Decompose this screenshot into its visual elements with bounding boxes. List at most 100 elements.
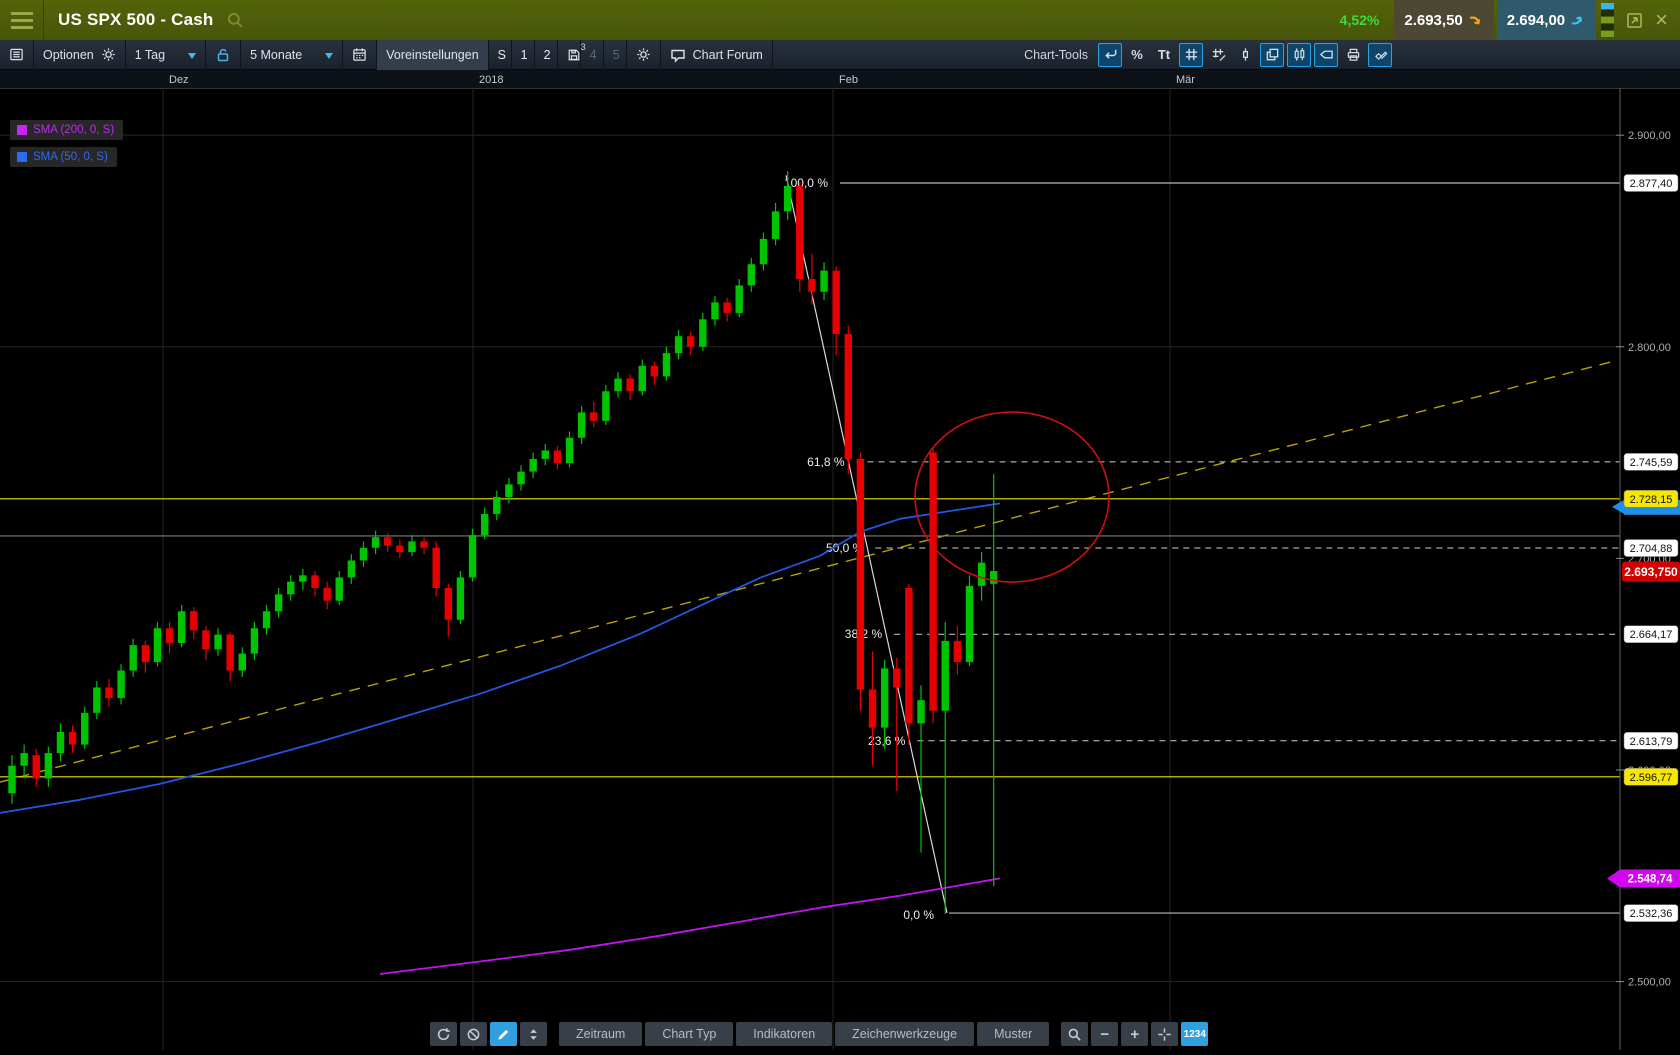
sma200-axis-marker-body <box>1620 869 1680 888</box>
candle-body <box>638 365 646 392</box>
preset-save-slot-3[interactable]: 3 <box>558 39 586 70</box>
preset-slot-5[interactable]: 5 <box>604 39 627 70</box>
grid-edit-button[interactable] <box>1206 43 1230 67</box>
candle-body <box>723 302 731 313</box>
preset-slot-4[interactable]: 4 <box>581 39 604 70</box>
candle-body <box>953 640 962 663</box>
fibonacci-trend-line <box>785 175 948 914</box>
legend-item-sma200[interactable]: SMA (200, 0, S) <box>10 120 124 140</box>
settings-button[interactable] <box>627 39 661 70</box>
chart-type-button[interactable] <box>1287 42 1311 67</box>
preset-slot-1[interactable]: 1 <box>512 39 535 70</box>
label-tag-icon <box>1319 50 1333 59</box>
double-candles-icon <box>1294 47 1304 61</box>
candle-body <box>626 378 634 392</box>
tab-chart-typ[interactable]: Chart Typ <box>645 1022 734 1046</box>
grid-pencil-icon <box>1212 48 1226 62</box>
candle-body <box>93 687 101 713</box>
zoom-out-button[interactable]: − <box>1091 1022 1119 1046</box>
candle-body <box>917 700 925 724</box>
tab-zeichenwerkzeuge[interactable]: Zeichenwerkzeuge <box>835 1022 975 1046</box>
compare-windows-button[interactable] <box>1260 42 1284 67</box>
candle-body <box>68 731 77 745</box>
crosshair-icon <box>1158 1027 1171 1041</box>
gear-pencil-icon <box>1374 51 1387 60</box>
interval-dropdown[interactable]: 1 Tag <box>126 39 207 70</box>
tab-indikatoren[interactable]: Indikatoren <box>736 1022 833 1046</box>
refresh-button[interactable] <box>430 1022 457 1046</box>
preset-slot-s[interactable]: S <box>489 39 512 70</box>
printer-icon <box>1347 48 1359 61</box>
current-price-label: 2.693,750 <box>1624 565 1678 579</box>
percent-scale-button[interactable]: % <box>1131 47 1143 62</box>
preset-slot-2[interactable]: 2 <box>535 39 558 70</box>
options-button[interactable]: Optionen <box>34 39 126 70</box>
axis-tick-label: 2.900,00 <box>1628 130 1671 142</box>
grid-icon <box>1185 48 1197 61</box>
zoom-button[interactable] <box>1061 1022 1089 1046</box>
list-icon <box>10 48 23 61</box>
text-tool-button[interactable]: Tt <box>1157 47 1171 62</box>
popout-window-icon[interactable] <box>1625 11 1644 30</box>
price-display-button[interactable]: 1234 <box>1181 1022 1209 1046</box>
callout-tool-button[interactable] <box>1314 42 1338 67</box>
candle-body <box>456 577 465 620</box>
chart-area[interactable]: Dez 2018 Feb Mär 100,0 % 61,8 % 50,0 % 38,2 % 23… <box>0 70 1680 1050</box>
sma-200-line <box>379 877 1001 975</box>
chart-forum-button[interactable]: Chart Forum <box>661 39 773 70</box>
draw-mode-button[interactable] <box>490 1022 517 1046</box>
tab-zeitraum[interactable]: Zeitraum <box>559 1022 643 1046</box>
refresh-icon <box>437 1027 450 1040</box>
candle-body <box>662 353 671 377</box>
candle-body <box>408 541 416 553</box>
legend-item-sma50[interactable]: SMA (50, 0, S) <box>10 147 117 167</box>
fib-level-label: 61,8 % <box>807 455 845 469</box>
current-price-pill <box>1622 561 1680 582</box>
fib-level-label: 0,0 % <box>903 908 934 922</box>
fit-chart-button[interactable] <box>1151 1022 1179 1046</box>
candle-body <box>299 575 307 582</box>
gear-icon <box>637 48 650 61</box>
price-down-arrow-icon <box>1469 16 1480 24</box>
candle-body <box>602 391 610 421</box>
candle-style-button[interactable] <box>1233 43 1257 67</box>
sell-price-button[interactable]: 2.693,50 <box>1394 0 1494 40</box>
print-button[interactable] <box>1341 43 1365 67</box>
search-icon[interactable] <box>226 11 244 29</box>
sort-panels-button[interactable] <box>520 1022 547 1046</box>
candle-body <box>274 594 283 612</box>
undo-tool-button[interactable] <box>1098 42 1122 67</box>
news-list-button[interactable] <box>0 39 34 70</box>
calendar-button[interactable] <box>343 39 378 70</box>
annotation-ellipse <box>914 411 1110 583</box>
sma50-axis-marker-icon <box>1612 499 1624 514</box>
candlestick-series <box>8 171 998 914</box>
price-pill-label: 2.877,40 <box>1630 178 1673 190</box>
close-icon[interactable]: × <box>1655 7 1668 32</box>
layers-icon <box>1266 48 1278 61</box>
layout-columns-icon[interactable] <box>1601 3 1615 37</box>
candle-body <box>238 653 246 671</box>
candle-body <box>820 270 828 292</box>
range-dropdown[interactable]: 5 Monate <box>241 39 344 70</box>
zoom-in-button[interactable]: + <box>1121 1022 1149 1046</box>
lock-scale-button[interactable] <box>206 39 242 70</box>
candle-body <box>323 588 331 601</box>
candle-body <box>505 484 513 498</box>
candle-body <box>226 634 234 671</box>
grid-toggle-button[interactable] <box>1179 42 1203 67</box>
bid-price: 2.693,50 <box>1404 11 1463 29</box>
menu-icon[interactable] <box>0 0 44 40</box>
candle-body <box>517 471 525 485</box>
presets-button[interactable]: Voreinstellungen <box>377 39 489 70</box>
candle-body <box>165 628 174 644</box>
change-percent: 4,52% <box>1339 12 1380 28</box>
buy-price-button[interactable]: 2.694,00 <box>1496 0 1597 40</box>
price-pill-label: 2.704,88 <box>1630 543 1673 555</box>
chart-settings-button[interactable] <box>1368 42 1392 67</box>
tab-muster[interactable]: Muster <box>977 1022 1050 1046</box>
disable-drawings-button[interactable] <box>460 1022 487 1046</box>
magnifier-icon <box>1068 1028 1081 1041</box>
candle-body <box>977 562 986 586</box>
